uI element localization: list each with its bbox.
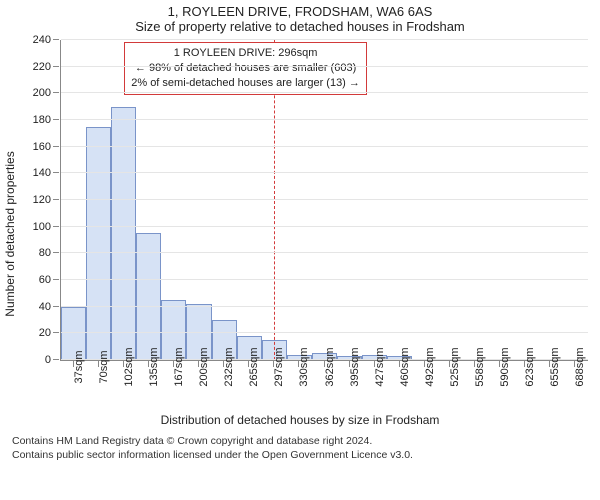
y-gridline xyxy=(61,226,588,227)
x-tick-label: 492sqm xyxy=(424,347,436,386)
footer-line-1: Contains HM Land Registry data © Crown c… xyxy=(12,435,588,449)
y-gridline xyxy=(61,119,588,120)
x-tick-label: 655sqm xyxy=(549,347,561,386)
page-title: 1, ROYLEEN DRIVE, FRODSHAM, WA6 6AS xyxy=(0,4,600,19)
y-tick xyxy=(53,199,59,200)
y-tick xyxy=(53,119,59,120)
y-gridline xyxy=(61,279,588,280)
chart-subtitle: Size of property relative to detached ho… xyxy=(0,19,600,34)
x-tick-label: 525sqm xyxy=(449,347,461,386)
y-tick xyxy=(53,306,59,307)
x-tick-label: 167sqm xyxy=(173,347,185,386)
x-tick-label: 558sqm xyxy=(474,347,486,386)
y-tick-label: 120 xyxy=(33,194,51,206)
footer-line-2: Contains public sector information licen… xyxy=(12,449,588,463)
y-axis-label: Number of detached properties xyxy=(3,151,17,316)
y-gridline xyxy=(61,66,588,67)
y-gridline xyxy=(61,306,588,307)
y-tick-label: 220 xyxy=(33,61,51,73)
y-gridline xyxy=(61,199,588,200)
y-tick xyxy=(53,146,59,147)
y-tick-label: 200 xyxy=(33,87,51,99)
y-tick xyxy=(53,252,59,253)
y-gridline xyxy=(61,146,588,147)
y-tick-label: 20 xyxy=(39,327,51,339)
y-gridline xyxy=(61,252,588,253)
chart-area: Number of detached properties 1 ROYLEEN … xyxy=(12,40,588,427)
x-tick-label: 330sqm xyxy=(298,347,310,386)
y-tick xyxy=(53,92,59,93)
y-tick-label: 0 xyxy=(45,354,51,366)
y-gridline xyxy=(61,92,588,93)
y-tick-label: 140 xyxy=(33,167,51,179)
x-tick-label: 102sqm xyxy=(123,347,135,386)
x-ticks: 37sqm70sqm102sqm135sqm167sqm200sqm232sqm… xyxy=(60,361,587,411)
y-gridline xyxy=(61,39,588,40)
y-tick xyxy=(53,39,59,40)
plot-region: 1 ROYLEEN DRIVE: 296sqm← 98% of detached… xyxy=(60,40,588,361)
y-tick xyxy=(53,279,59,280)
y-gridline xyxy=(61,332,588,333)
histogram-bar xyxy=(111,107,136,360)
footer: Contains HM Land Registry data © Crown c… xyxy=(12,435,588,462)
y-tick xyxy=(53,66,59,67)
y-tick-label: 40 xyxy=(39,301,51,313)
y-tick-label: 240 xyxy=(33,34,51,46)
y-tick-label: 180 xyxy=(33,114,51,126)
x-tick-label: 427sqm xyxy=(374,347,386,386)
x-tick-label: 460sqm xyxy=(399,347,411,386)
x-tick-label: 37sqm xyxy=(73,350,85,383)
y-tick-label: 80 xyxy=(39,247,51,259)
x-axis-label: Distribution of detached houses by size … xyxy=(12,413,588,427)
x-tick-label: 200sqm xyxy=(198,347,210,386)
x-tick-label: 688sqm xyxy=(574,347,586,386)
x-tick-label: 623sqm xyxy=(524,347,536,386)
x-tick-label: 265sqm xyxy=(248,347,260,386)
x-tick-label: 297sqm xyxy=(273,347,285,386)
x-tick-label: 590sqm xyxy=(499,347,511,386)
x-tick-label: 135sqm xyxy=(148,347,160,386)
x-tick-label: 232sqm xyxy=(223,347,235,386)
y-tick xyxy=(53,226,59,227)
y-gridline xyxy=(61,172,588,173)
callout-box: 1 ROYLEEN DRIVE: 296sqm← 98% of detached… xyxy=(124,42,367,95)
y-tick xyxy=(53,172,59,173)
x-tick-label: 395sqm xyxy=(349,347,361,386)
y-tick-label: 100 xyxy=(33,221,51,233)
histogram-bar xyxy=(86,127,111,360)
x-tick-label: 362sqm xyxy=(324,347,336,386)
x-tick-label: 70sqm xyxy=(98,350,110,383)
callout-line: 2% of semi-detached houses are larger (1… xyxy=(131,76,360,91)
y-tick-label: 160 xyxy=(33,141,51,153)
callout-line: ← 98% of detached houses are smaller (60… xyxy=(131,61,360,76)
y-tick-label: 60 xyxy=(39,274,51,286)
y-tick xyxy=(53,332,59,333)
y-tick xyxy=(53,359,59,360)
callout-line: 1 ROYLEEN DRIVE: 296sqm xyxy=(131,46,360,61)
